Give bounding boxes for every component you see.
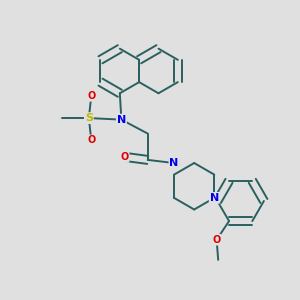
Text: O: O xyxy=(212,235,221,245)
Text: N: N xyxy=(117,115,126,124)
Text: S: S xyxy=(85,113,93,123)
Text: O: O xyxy=(87,91,95,101)
Text: O: O xyxy=(87,135,95,146)
Text: N: N xyxy=(169,158,179,168)
Text: N: N xyxy=(210,193,219,203)
Text: O: O xyxy=(120,152,129,162)
